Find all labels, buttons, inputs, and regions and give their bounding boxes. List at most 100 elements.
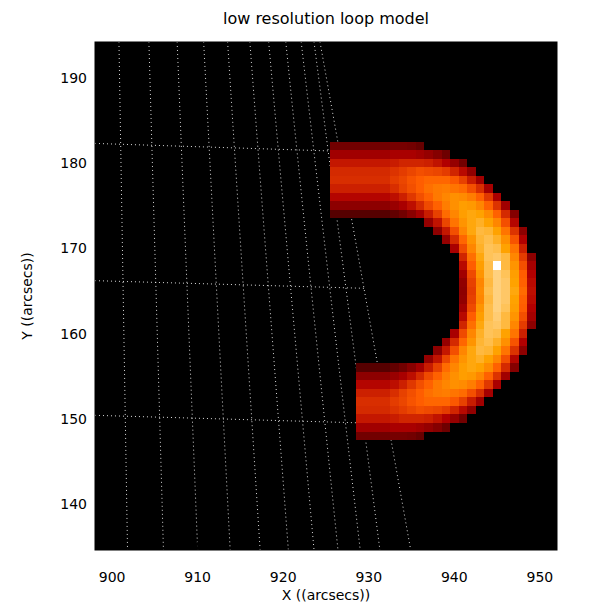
cell (450, 338, 459, 347)
cell (484, 210, 493, 219)
cell (510, 218, 519, 227)
cell (382, 372, 391, 381)
cell (536, 287, 545, 296)
cell (424, 380, 433, 389)
cell (501, 380, 510, 389)
cell (330, 363, 339, 372)
cell (407, 304, 416, 313)
cell (459, 235, 468, 244)
cell (390, 176, 399, 185)
cell (519, 363, 528, 372)
cell (382, 355, 391, 364)
y-tick (95, 418, 103, 419)
cell (390, 244, 399, 253)
cell (459, 423, 468, 432)
cell (399, 270, 408, 279)
cell (416, 227, 425, 236)
cell (356, 304, 365, 313)
cell (484, 380, 493, 389)
cell (399, 397, 408, 406)
cell (501, 423, 510, 432)
cell (467, 389, 476, 398)
cell (519, 312, 528, 321)
x-tick-top (112, 42, 113, 50)
cell (442, 227, 451, 236)
cell (416, 278, 425, 287)
cell (407, 389, 416, 398)
cell (442, 329, 451, 338)
cell (407, 397, 416, 406)
cell (510, 210, 519, 219)
cell (339, 304, 348, 313)
x-tick (283, 542, 284, 550)
cell (493, 321, 502, 330)
cell (459, 201, 468, 210)
cell (424, 423, 433, 432)
cell (442, 406, 451, 415)
cell (433, 184, 442, 193)
cell (519, 278, 528, 287)
cell (467, 363, 476, 372)
cell (433, 380, 442, 389)
cell (467, 346, 476, 355)
cell (382, 406, 391, 415)
cell (510, 312, 519, 321)
cell (373, 193, 382, 202)
cell (416, 193, 425, 202)
cell (424, 218, 433, 227)
cell (347, 159, 356, 168)
x-tick (539, 542, 540, 550)
cell (501, 432, 510, 441)
y-tick-right (549, 333, 557, 334)
cell (356, 184, 365, 193)
cell (390, 397, 399, 406)
cell (442, 253, 451, 262)
cell (442, 363, 451, 372)
cell (476, 338, 485, 347)
cell (407, 218, 416, 227)
cell (390, 312, 399, 321)
cell (493, 218, 502, 227)
cell (527, 210, 536, 219)
cell (356, 397, 365, 406)
y-tick-label: 160 (60, 326, 87, 342)
cell (510, 184, 519, 193)
cell (450, 227, 459, 236)
cell (493, 261, 502, 270)
cell (510, 389, 519, 398)
cell (544, 142, 553, 151)
cell (493, 423, 502, 432)
cell (407, 270, 416, 279)
cell (339, 312, 348, 321)
cell (467, 338, 476, 347)
cell (356, 142, 365, 151)
cell (416, 201, 425, 210)
cell (484, 321, 493, 330)
cell (450, 142, 459, 151)
cell (330, 287, 339, 296)
cell (450, 389, 459, 398)
cell (347, 270, 356, 279)
cell (399, 150, 408, 159)
cell (390, 150, 399, 159)
cell (424, 372, 433, 381)
cell (399, 329, 408, 338)
cell (339, 235, 348, 244)
cell (493, 244, 502, 253)
cell (339, 414, 348, 423)
x-tick-top (454, 42, 455, 50)
cell (519, 423, 528, 432)
y-tick (95, 503, 103, 504)
cell (527, 270, 536, 279)
cell (527, 372, 536, 381)
cell (467, 278, 476, 287)
cell (382, 432, 391, 441)
cell (356, 312, 365, 321)
cell (484, 176, 493, 185)
cell (527, 253, 536, 262)
cell (330, 278, 339, 287)
cell (527, 235, 536, 244)
cell (442, 321, 451, 330)
cell (365, 201, 374, 210)
cell (527, 201, 536, 210)
